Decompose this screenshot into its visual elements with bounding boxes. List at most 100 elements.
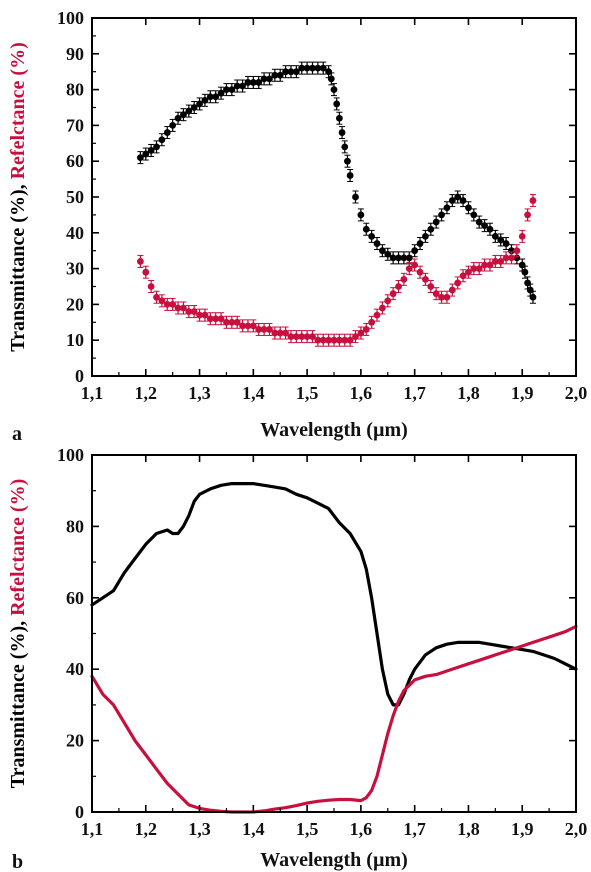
panel-a-series-2-point [163,301,171,308]
panel-a-series-1-point [395,254,402,262]
panel-a-series-1-point [352,193,359,201]
panel-a-series-1-point [438,211,445,219]
panel-a-series-2-point [459,272,467,280]
panel-b-y-tick-label: 60 [66,588,84,608]
panel-a-series-2-point [470,265,478,272]
panel-a-series-2-point [508,254,515,262]
panel-a-series-1-point [282,68,289,76]
panel-a-series-1-point [319,64,327,72]
panel-a-series-1-point [341,143,349,151]
panel-a-series-1-point [201,96,209,104]
panel-b-y-tick-label: 40 [66,659,84,679]
panel-a-chart: 1,1 1,2 1,3 1,4 1,5 1,6 1,7 1,8 1,9 2,0 0 10 20 30 40 5… [7,8,587,445]
panel-a-series-1-point [239,82,246,90]
panel-a-series-2-point [249,322,257,330]
panel-a-series-1-point [384,250,392,258]
panel-a-series-1-point [362,225,370,233]
panel-a-series-1-point [344,157,351,165]
panel-a-series-1-point [486,225,494,233]
panel-b-plot-frame [91,454,577,813]
panel-a-series-1-point [180,111,187,119]
panel-b-y-tick-label: 0 [75,802,84,822]
panel-a-series-1-point [266,75,273,83]
panel-b-series-2-line [90,624,578,814]
panel-a-series-1-point [255,79,263,86]
panel-a-series-2-point [438,293,445,301]
panel-a-plot-frame [91,17,577,377]
panel-a-y-tick-label: 90 [66,44,84,64]
panel-a-series-1-point [335,114,343,122]
panel-a-series-2-point [513,247,521,255]
panel-a-series-2-point [395,283,402,290]
panel-a-series-1-point [475,218,483,226]
panel-a-series-2-point [373,311,381,319]
panel-a-series-1-point [228,86,236,93]
panel-b-x-tick-label: 1,9 [511,819,534,839]
panel-a-series-2-point [352,333,359,341]
panel-a-series-1-point [470,211,478,219]
panel-a-series-1-point [338,129,346,136]
panel-a-series-2-point [486,261,494,269]
panel-b-x-tick-label: 1,1 [81,819,104,839]
panel-a-series-2-point [325,336,333,344]
panel-a-series-2-point [292,333,300,341]
panel-a-x-tick-label: 1,6 [350,383,373,403]
panel-a-series-2-point [443,293,451,301]
panel-a-series-2-point [481,261,488,269]
panel-a-series-1-point [309,64,316,72]
panel-b-y-title-transmittance: Transmittance (%), [7,616,29,788]
panel-a-series-1-point [448,197,456,204]
panel-a-series-1-point [249,79,257,86]
panel-a-series-1-point [357,211,365,219]
panel-a-series-2-point [260,326,268,333]
panel-a-series-1-point [518,261,526,269]
panel-a-x-axis-title: Wavelength (µm) [260,419,408,441]
panel-a-series-1-point [212,93,220,101]
panel-a-series-2-point [180,304,187,312]
panel-a-series-2-point [153,293,160,301]
panel-a-series-2-point [518,232,526,240]
panel-a-series-1-point [411,247,419,255]
panel-a-series-1-point [169,122,177,129]
panel-a-series-1-point [271,71,279,79]
panel-a-series-1-point [465,204,472,212]
panel-a-series-1-point [292,68,300,76]
panel-a-series-2-point [201,311,209,319]
panel-a-series-2-point [475,265,483,272]
panel-a-series-1-point [206,93,214,101]
panel-a-x-tick-label: 2,0 [565,383,588,403]
panel-a-series-1-point [524,279,531,287]
panel-a-series-1-point [443,204,451,212]
panel-a-series-1-point [368,232,376,240]
panel-a-series-2-point [298,333,306,341]
panel-a-x-tick-label: 1,7 [403,383,426,403]
panel-a-series-1-point [497,236,505,244]
panel-a-series-2-point [335,336,343,344]
panel-a-series-1-point [333,100,341,108]
panel-a-series-2-point [427,283,435,290]
panel-a-series-2-point [389,290,397,298]
panel-a-x-tick-label: 1,1 [81,383,104,403]
panel-a-series-1-point [137,154,144,162]
panel-b-series-group [90,482,578,814]
panel-a-series-2-point [346,336,354,344]
panel-a-series-1-point [502,240,510,247]
panel-b-x-tick-label: 1,3 [188,819,211,839]
panel-a-series-1-point [303,64,311,72]
panel-a-x-tick-label: 1,5 [296,383,319,403]
panel-a-y-tick-label: 30 [66,259,84,279]
panel-a-series-1-point [432,218,440,226]
panel-a-series-1-point [142,150,150,158]
panel-a-y-tick-label: 10 [66,330,84,350]
panel-a-series-2-point [228,318,236,326]
panel-a-series-1-point [379,247,386,255]
panel-b-x-tick-label: 1,6 [350,819,373,839]
panel-b-x-tick-label: 1,4 [242,819,265,839]
panel-a-series-group [137,61,537,347]
panel-a-series-2-point [174,304,182,312]
panel-b-x-tick-label: 2,0 [565,819,588,839]
panel-a-series-1-point [481,222,488,230]
panel-a-series-2-point [357,329,365,337]
panel-a-series-2-point [432,290,440,298]
